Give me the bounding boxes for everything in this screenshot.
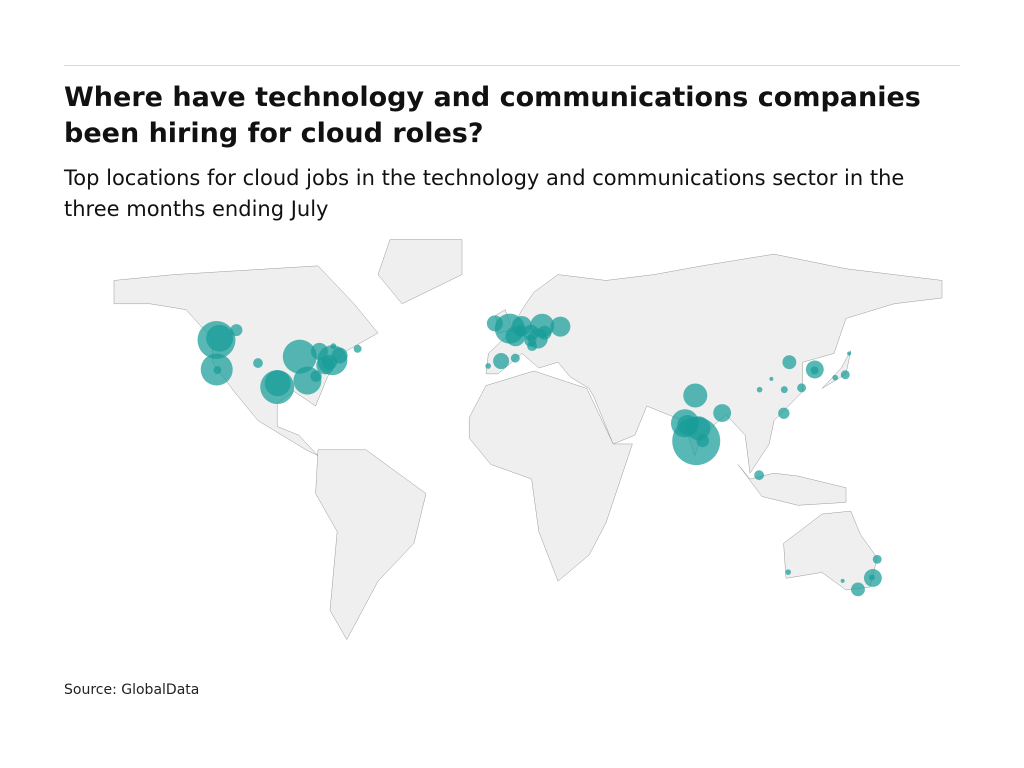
location-bubble[interactable] — [486, 315, 503, 332]
location-bubble[interactable] — [213, 366, 222, 375]
location-bubble[interactable] — [493, 353, 510, 370]
chart-subtitle: Top locations for cloud jobs in the tech… — [64, 166, 905, 221]
location-bubble[interactable] — [785, 569, 791, 575]
location-bubble[interactable] — [840, 578, 845, 583]
landmass-japan — [821, 350, 852, 389]
location-bubble[interactable] — [851, 582, 865, 597]
location-bubble[interactable] — [713, 404, 732, 422]
landmass-eurasia — [485, 253, 943, 474]
location-bubble[interactable] — [869, 574, 875, 581]
landmass-south-america — [315, 449, 427, 641]
location-bubble[interactable] — [322, 354, 338, 370]
location-bubble[interactable] — [778, 407, 790, 419]
location-bubble[interactable] — [677, 414, 698, 435]
location-bubble[interactable] — [782, 355, 797, 370]
location-bubble[interactable] — [754, 470, 765, 481]
location-bubble[interactable] — [282, 339, 317, 374]
location-bubble[interactable] — [514, 324, 527, 337]
location-bubble[interactable] — [264, 370, 291, 397]
location-bubble[interactable] — [230, 324, 243, 337]
location-bubble[interactable] — [756, 386, 763, 393]
location-bubble[interactable] — [832, 374, 839, 381]
location-bubble[interactable] — [206, 324, 234, 352]
top-rule — [64, 65, 960, 66]
landmass-australia — [783, 510, 878, 591]
chart-title: Where have technology and communications… — [64, 82, 921, 149]
bubble-layer — [197, 313, 882, 597]
landmass-indonesia — [737, 464, 847, 506]
landmass-africa — [468, 370, 633, 582]
location-bubble[interactable] — [527, 341, 537, 352]
land-layer — [113, 239, 943, 641]
source-note: Source: GlobalData — [64, 682, 200, 698]
location-bubble[interactable] — [353, 344, 362, 353]
location-bubble[interactable] — [510, 353, 520, 363]
location-bubble[interactable] — [485, 363, 491, 369]
landmass-greenland — [377, 239, 463, 305]
location-bubble[interactable] — [797, 383, 807, 393]
location-bubble[interactable] — [310, 342, 328, 360]
location-bubble[interactable] — [810, 366, 819, 375]
location-bubble[interactable] — [780, 386, 788, 394]
location-bubble[interactable] — [310, 370, 322, 382]
location-bubble[interactable] — [330, 343, 337, 349]
location-bubble[interactable] — [550, 316, 571, 337]
location-bubble[interactable] — [769, 376, 774, 381]
location-bubble[interactable] — [683, 383, 708, 408]
location-bubble[interactable] — [537, 325, 552, 340]
location-bubble[interactable] — [872, 554, 882, 564]
location-bubble[interactable] — [253, 358, 263, 368]
location-bubble[interactable] — [840, 370, 850, 380]
location-bubble[interactable] — [696, 434, 710, 448]
location-bubble[interactable] — [847, 351, 852, 356]
